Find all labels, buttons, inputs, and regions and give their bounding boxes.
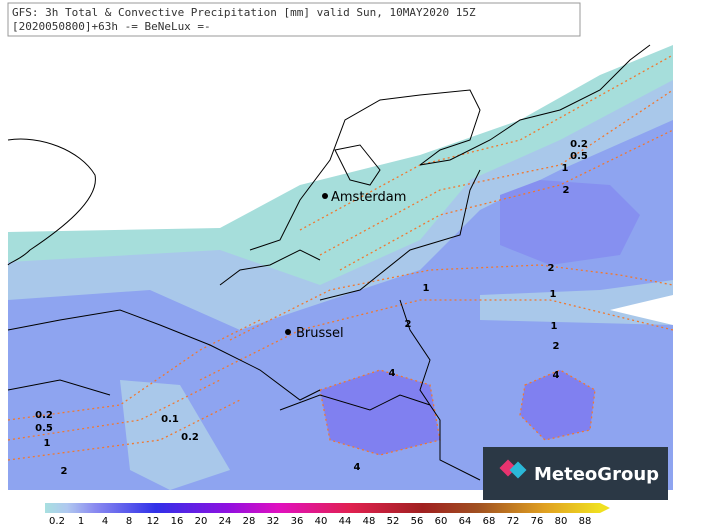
colorbar <box>45 503 600 513</box>
title-box <box>7 2 581 37</box>
colorbar-label: 44 <box>339 516 352 527</box>
colorbar-label: 4 <box>102 516 108 527</box>
contour-label: 0.2 <box>570 139 588 150</box>
title: GFS: 3h Total & Convective Precipitation… <box>12 6 476 19</box>
city-label: Amsterdam <box>331 190 406 205</box>
colorbar-label: 60 <box>435 516 448 527</box>
contour-label: 1 <box>562 163 569 174</box>
city-dot <box>322 193 328 199</box>
contour-label: 1 <box>423 283 430 294</box>
contour-label: 0.5 <box>35 423 53 434</box>
contour-label: 1 <box>551 321 558 332</box>
colorbar-label: 88 <box>579 516 592 527</box>
colorbar-label: 56 <box>411 516 424 527</box>
colorbar-label: 48 <box>363 516 376 527</box>
colorbar-label: 28 <box>243 516 256 527</box>
logo-text: MeteoGroup <box>534 464 659 485</box>
contour-label: 2 <box>563 185 570 196</box>
contour-label: 2 <box>553 341 560 352</box>
contour-label: 4 <box>354 462 361 473</box>
contour-label: 0.1 <box>161 414 179 425</box>
colorbar-label: 68 <box>483 516 496 527</box>
contour-label: 2 <box>548 263 555 274</box>
colorbar-label: 72 <box>507 516 520 527</box>
contour-label: 4 <box>553 370 560 381</box>
colorbar-label: 24 <box>219 516 232 527</box>
contour-label: 2 <box>405 319 412 330</box>
colorbar-label: 1 <box>78 516 84 527</box>
colorbar-label: 32 <box>267 516 280 527</box>
colorbar-label: 80 <box>555 516 568 527</box>
colorbar-labels: 0.2 1 4 8 12 16 20 24 28 32 36 40 44 48 52 56 60 64 68 72 76… <box>49 516 591 527</box>
precip-fields <box>8 40 673 490</box>
colorbar-label: 76 <box>531 516 544 527</box>
city-label: Brussel <box>296 326 344 341</box>
logo-icon <box>499 459 527 479</box>
city-dot <box>285 329 291 335</box>
contour-label: 0.2 <box>181 432 199 443</box>
coastlines <box>7 44 651 481</box>
contour-label: 2 <box>61 466 68 477</box>
contour-label: 1 <box>44 438 51 449</box>
colorbar-label: 36 <box>291 516 304 527</box>
contour-label: 0.2 <box>35 410 53 421</box>
contour-label: 4 <box>389 368 396 379</box>
subtitle: [2020050800]+63h -= BeNeLux =- <box>12 20 211 33</box>
colorbar-arrow <box>600 503 610 513</box>
contour-label: 1 <box>550 289 557 300</box>
colorbar-label: 8 <box>126 516 132 527</box>
colorbar-label: 64 <box>459 516 472 527</box>
colorbar-label: 12 <box>147 516 160 527</box>
colorbar-label: 40 <box>315 516 328 527</box>
colorbar-label: 0.2 <box>49 516 65 527</box>
colorbar-label: 16 <box>171 516 184 527</box>
colorbar-label: 20 <box>195 516 208 527</box>
contour-label: 0.5 <box>570 151 588 162</box>
colorbar-label: 52 <box>387 516 400 527</box>
